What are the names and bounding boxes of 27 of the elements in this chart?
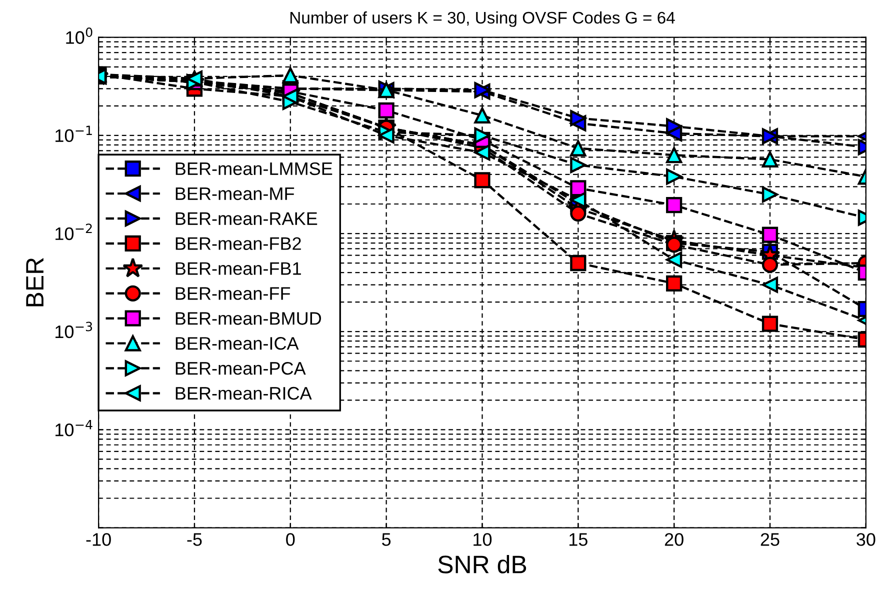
legend-label: BER-mean-FB1 — [176, 262, 301, 275]
x-tick-label: 5 — [382, 533, 391, 546]
legend-label: BER-mean-LMMSE — [176, 162, 332, 176]
legend-label: BER-mean-MF — [176, 187, 294, 200]
x-tick-label: 20 — [664, 533, 684, 546]
y-tick-label: 10$^{−1}$ — [56, 126, 92, 142]
legend-label: BER-mean-RICA — [176, 386, 312, 400]
legend-label: BER-mean-RAKE — [176, 212, 318, 226]
y-tick-label: 10$^{−4}$ — [56, 420, 92, 436]
x-tick-label: 10 — [474, 533, 492, 546]
x-tick-label: -10 — [86, 533, 111, 546]
y-axis-title: BER — [26, 258, 44, 306]
legend-label: BER-mean-PCA — [176, 362, 306, 375]
chart-title: Number of users K = 30, Using OVSF Codes G = 64 — [290, 11, 675, 27]
x-axis-title: SNR dB — [438, 555, 526, 574]
legend-label: BER-mean-ICA — [176, 337, 299, 350]
x-tick-label: 15 — [569, 533, 588, 546]
legend-label: BER-mean-FB2 — [176, 237, 301, 250]
x-tick-label: 0 — [286, 533, 295, 546]
x-tick-label: 25 — [760, 533, 780, 546]
x-tick-label: 30 — [856, 533, 876, 546]
y-tick-label: 10$^{−3}$ — [56, 322, 92, 338]
y-tick-label: 10$^{0}$ — [66, 27, 92, 44]
y-tick-label: 10$^{−2}$ — [56, 224, 92, 240]
legend-label: BER-mean-FF — [176, 287, 290, 300]
legend-label: BER-mean-BMUD — [176, 312, 322, 325]
x-tick-label: -5 — [187, 533, 202, 546]
